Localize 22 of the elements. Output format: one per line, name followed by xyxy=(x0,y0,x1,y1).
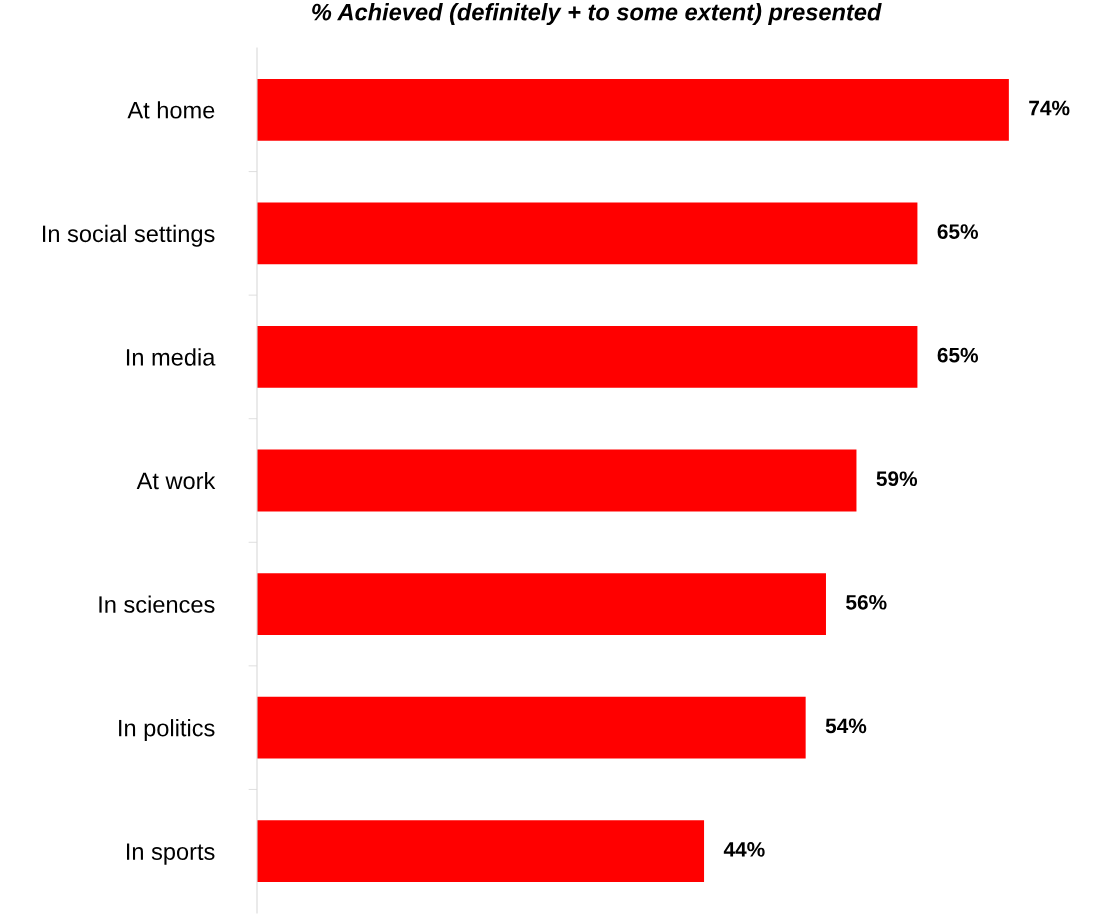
bar xyxy=(257,449,857,512)
data-label: 74% xyxy=(1029,100,1070,116)
data-label: 54% xyxy=(825,718,867,734)
y-tick-label: In sports xyxy=(126,843,215,865)
y-tick-label: In social settings xyxy=(42,224,215,247)
bar xyxy=(257,326,918,388)
bar xyxy=(257,202,918,265)
y-tick-label: At work xyxy=(136,471,216,490)
data-label: 65% xyxy=(937,224,979,239)
bar xyxy=(257,820,705,883)
y-tick-label: At home xyxy=(127,101,215,119)
data-label: 56% xyxy=(846,594,887,610)
y-tick-label: In sciences xyxy=(99,595,215,613)
y-tick-label: In politics xyxy=(119,719,215,742)
data-label: 59% xyxy=(876,471,918,487)
data-label: 65% xyxy=(937,347,979,363)
chart-title: % Achieved (definitely + to some extent) presented xyxy=(312,3,882,26)
bar xyxy=(257,78,1009,141)
y-tick-label: In media xyxy=(126,348,216,366)
bar xyxy=(257,573,826,635)
data-label: 44% xyxy=(723,842,765,857)
bar xyxy=(257,696,806,759)
